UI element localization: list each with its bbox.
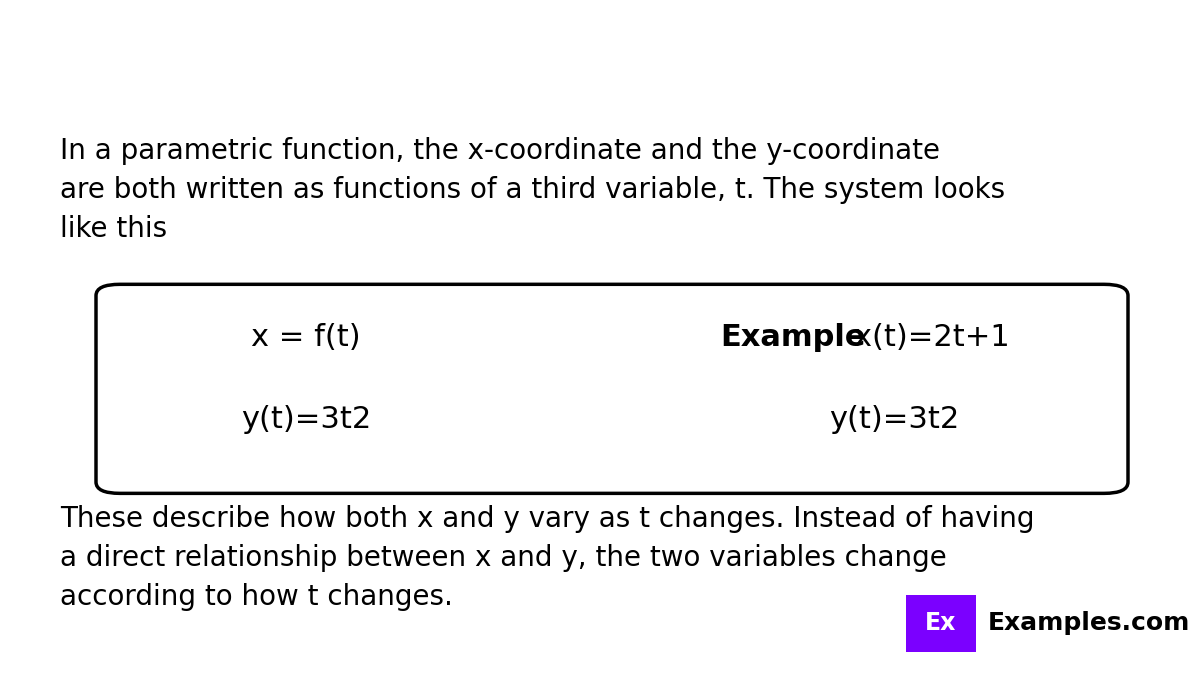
Text: Understanding Parametric Functions: Understanding Parametric Functions: [55, 21, 1145, 73]
Text: These describe how both x and y vary as t changes. Instead of having
a direct re: These describe how both x and y vary as …: [60, 505, 1034, 611]
Text: y(t)=3t2: y(t)=3t2: [241, 406, 371, 435]
Text: : x(t)=2t+1: : x(t)=2t+1: [834, 323, 1009, 352]
FancyBboxPatch shape: [96, 284, 1128, 493]
Text: x = f(t): x = f(t): [251, 323, 361, 352]
Text: y(t)=3t2: y(t)=3t2: [829, 406, 959, 435]
Text: Example: Example: [720, 323, 865, 352]
Text: Examples.com: Examples.com: [988, 612, 1190, 635]
FancyBboxPatch shape: [906, 595, 976, 651]
Text: In a parametric function, the x-coordinate and the y-coordinate
are both written: In a parametric function, the x-coordina…: [60, 138, 1006, 244]
Text: Ex: Ex: [925, 612, 956, 635]
